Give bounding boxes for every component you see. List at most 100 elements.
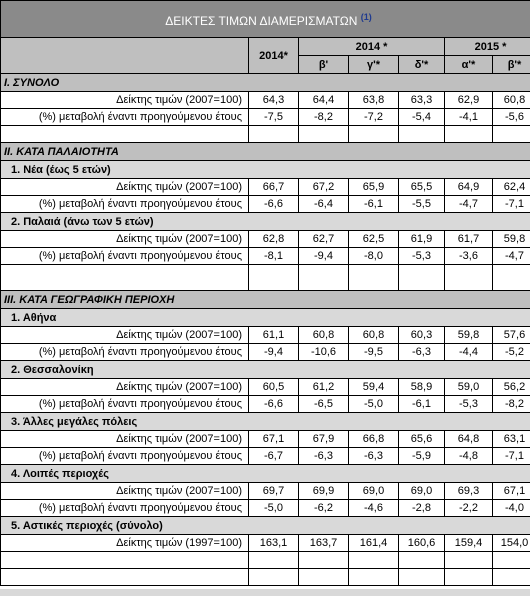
- value-cell[interactable]: 62,8: [248, 230, 299, 248]
- value-cell[interactable]: -6,4: [298, 195, 349, 213]
- section-title[interactable]: I. ΣΥΝΟΛΟ: [0, 73, 530, 92]
- empty-cell[interactable]: [0, 568, 249, 586]
- group-title[interactable]: 4. Λοιπές περιοχές: [0, 464, 530, 483]
- empty-cell[interactable]: [248, 264, 299, 291]
- value-cell[interactable]: 59,0: [444, 378, 493, 396]
- header-quarter[interactable]: δ'*: [398, 55, 445, 74]
- value-cell[interactable]: -6,3: [298, 447, 349, 465]
- header-quarter[interactable]: γ'*: [348, 55, 399, 74]
- value-cell[interactable]: 59,8: [491, 230, 530, 248]
- value-cell[interactable]: 67,1: [248, 430, 299, 448]
- value-cell[interactable]: 60,8: [348, 326, 399, 344]
- group-title[interactable]: 2. Θεσσαλονίκη: [0, 360, 530, 379]
- value-cell[interactable]: 62,4: [491, 178, 530, 196]
- empty-cell[interactable]: [491, 551, 530, 569]
- value-cell[interactable]: -9,4: [298, 247, 349, 265]
- value-cell[interactable]: 67,9: [298, 430, 349, 448]
- value-cell[interactable]: -8,1: [248, 247, 299, 265]
- row-label[interactable]: Δείκτης τιμών (2007=100): [0, 326, 249, 344]
- value-cell[interactable]: 163,7: [298, 534, 349, 552]
- empty-cell[interactable]: [248, 568, 299, 586]
- value-cell[interactable]: 69,0: [398, 482, 445, 500]
- value-cell[interactable]: -3,6: [444, 247, 493, 265]
- value-cell[interactable]: -5,0: [248, 499, 299, 517]
- value-cell[interactable]: -7,1: [491, 447, 530, 465]
- value-cell[interactable]: -6,7: [248, 447, 299, 465]
- value-cell[interactable]: 65,5: [398, 178, 445, 196]
- row-label[interactable]: Δείκτης τιμών (2007=100): [0, 482, 249, 500]
- empty-cell[interactable]: [444, 125, 493, 143]
- empty-cell[interactable]: [491, 568, 530, 586]
- value-cell[interactable]: -4,8: [444, 447, 493, 465]
- value-cell[interactable]: 163,1: [248, 534, 299, 552]
- empty-cell[interactable]: [248, 551, 299, 569]
- value-cell[interactable]: 57,6: [491, 326, 530, 344]
- value-cell[interactable]: -9,5: [348, 343, 399, 361]
- row-label[interactable]: Δείκτης τιμών (2007=100): [0, 178, 249, 196]
- section-title[interactable]: III. ΚΑΤΑ ΓΕΩΓΡΑΦΙΚΗ ΠΕΡΙΟΧΗ: [0, 290, 530, 309]
- value-cell[interactable]: -5,2: [491, 343, 530, 361]
- value-cell[interactable]: 59,8: [444, 326, 493, 344]
- value-cell[interactable]: 65,9: [348, 178, 399, 196]
- value-cell[interactable]: -10,6: [298, 343, 349, 361]
- value-cell[interactable]: -6,5: [298, 395, 349, 413]
- value-cell[interactable]: 62,9: [444, 91, 493, 109]
- value-cell[interactable]: 69,9: [298, 482, 349, 500]
- row-label[interactable]: (%) μεταβολή έναντι προηγούμενου έτους: [0, 343, 249, 361]
- value-cell[interactable]: -8,2: [491, 395, 530, 413]
- value-cell[interactable]: -9,4: [248, 343, 299, 361]
- value-cell[interactable]: 69,3: [444, 482, 493, 500]
- value-cell[interactable]: -4,7: [491, 247, 530, 265]
- value-cell[interactable]: 59,4: [348, 378, 399, 396]
- section-title[interactable]: II. ΚΑΤΑ ΠΑΛΑΙΟΤΗΤΑ: [0, 142, 530, 161]
- value-cell[interactable]: 61,2: [298, 378, 349, 396]
- empty-cell[interactable]: [348, 264, 399, 291]
- empty-cell[interactable]: [0, 125, 249, 143]
- value-cell[interactable]: -5,3: [398, 247, 445, 265]
- value-cell[interactable]: -5,3: [444, 395, 493, 413]
- value-cell[interactable]: -2,2: [444, 499, 493, 517]
- value-cell[interactable]: -6,3: [348, 447, 399, 465]
- group-title[interactable]: 2. Παλαιά (άνω των 5 ετών): [0, 212, 530, 231]
- empty-cell[interactable]: [444, 551, 493, 569]
- value-cell[interactable]: 61,1: [248, 326, 299, 344]
- value-cell[interactable]: 64,3: [248, 91, 299, 109]
- empty-cell[interactable]: [298, 551, 349, 569]
- empty-cell[interactable]: [348, 551, 399, 569]
- value-cell[interactable]: 154,0: [491, 534, 530, 552]
- empty-cell[interactable]: [348, 568, 399, 586]
- value-cell[interactable]: 62,5: [348, 230, 399, 248]
- empty-cell[interactable]: [398, 551, 445, 569]
- value-cell[interactable]: 63,3: [398, 91, 445, 109]
- row-label[interactable]: Δείκτης τιμών (2007=100): [0, 378, 249, 396]
- empty-cell[interactable]: [298, 125, 349, 143]
- value-cell[interactable]: 60,8: [298, 326, 349, 344]
- header-year-2015-quarters[interactable]: 2015 *: [443, 37, 530, 56]
- value-cell[interactable]: 67,2: [298, 178, 349, 196]
- empty-cell[interactable]: [0, 551, 249, 569]
- empty-cell[interactable]: [491, 125, 530, 143]
- value-cell[interactable]: -7,5: [248, 108, 299, 126]
- header-quarter[interactable]: β': [298, 55, 349, 74]
- value-cell[interactable]: 64,8: [444, 430, 493, 448]
- value-cell[interactable]: 56,2: [491, 378, 530, 396]
- value-cell[interactable]: -6,6: [248, 195, 299, 213]
- value-cell[interactable]: -8,2: [298, 108, 349, 126]
- value-cell[interactable]: 60,3: [398, 326, 445, 344]
- row-label[interactable]: Δείκτης τιμών (2007=100): [0, 91, 249, 109]
- header-year-2014[interactable]: 2014*: [248, 37, 299, 74]
- value-cell[interactable]: 60,8: [491, 91, 530, 109]
- empty-cell[interactable]: [491, 264, 530, 291]
- value-cell[interactable]: 64,9: [444, 178, 493, 196]
- value-cell[interactable]: -4,0: [491, 499, 530, 517]
- group-title[interactable]: 5. Αστικές περιοχές (σύνολο): [0, 516, 530, 535]
- value-cell[interactable]: 63,8: [348, 91, 399, 109]
- value-cell[interactable]: 61,9: [398, 230, 445, 248]
- value-cell[interactable]: 63,1: [491, 430, 530, 448]
- header-quarter[interactable]: β'*: [491, 55, 530, 74]
- value-cell[interactable]: 69,7: [248, 482, 299, 500]
- value-cell[interactable]: 64,4: [298, 91, 349, 109]
- table-title-cell[interactable]: ΔΕΙΚΤΕΣ ΤΙΜΩΝ ΔΙΑΜΕΡΙΣΜΑΤΩΝ (1): [0, 0, 530, 38]
- value-cell[interactable]: 61,7: [444, 230, 493, 248]
- value-cell[interactable]: -8,0: [348, 247, 399, 265]
